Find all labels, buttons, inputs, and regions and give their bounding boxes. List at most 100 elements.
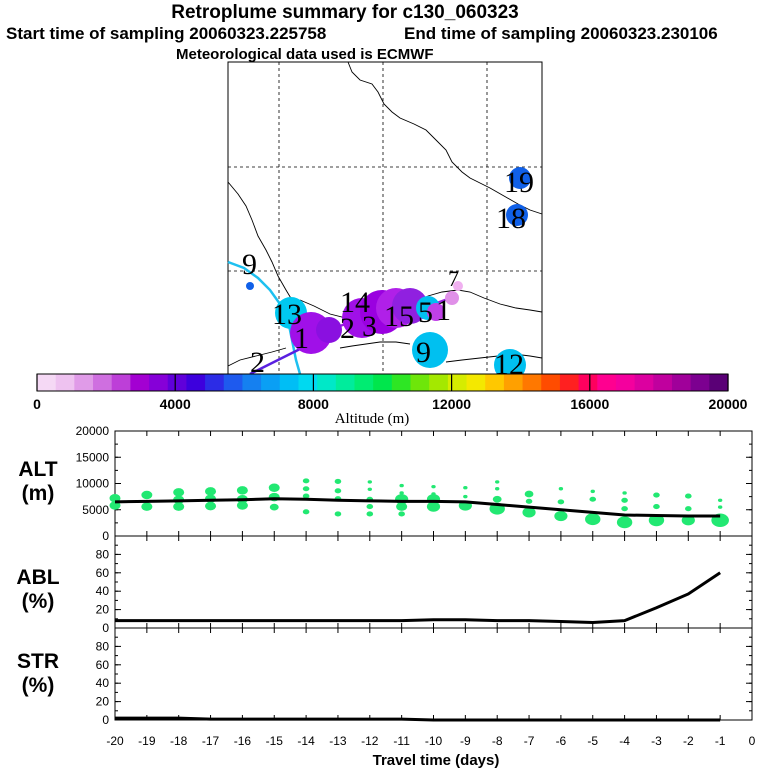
colorbar-swatch xyxy=(690,374,710,391)
alt-cluster-point xyxy=(622,491,627,495)
colorbar-swatch xyxy=(410,374,430,391)
end-time-text: End time of sampling 20060323.230106 xyxy=(404,24,718,43)
alt-cluster-point xyxy=(302,478,310,484)
track-label: 18 xyxy=(496,202,526,235)
alt-cluster-point xyxy=(589,496,597,502)
colorbar-swatch xyxy=(373,374,393,391)
colorbar-swatch xyxy=(597,374,617,391)
colorbar-swatch xyxy=(485,374,505,391)
alt-cluster-point xyxy=(141,502,153,511)
x-tick-label: -7 xyxy=(524,734,535,748)
x-tick-label: -9 xyxy=(460,734,471,748)
x-tick-label: -15 xyxy=(266,734,284,748)
x-tick-label: -16 xyxy=(234,734,252,748)
alt-cluster-point xyxy=(685,506,692,512)
abl-line xyxy=(115,571,721,624)
y-tick-label: 80 xyxy=(96,547,110,561)
alt-cluster-point xyxy=(399,483,404,488)
colorbar-swatch xyxy=(167,374,188,391)
alt-panel-label: ALT (m) xyxy=(18,458,58,505)
alt-cluster-point xyxy=(109,493,121,503)
alt-cluster-point xyxy=(495,480,500,484)
alt-cluster-point xyxy=(653,492,660,498)
y-tick-label: 0 xyxy=(102,713,109,727)
track-label: 19 xyxy=(504,166,534,199)
colorbar-tick-label: 8000 xyxy=(298,396,329,412)
alt-cluster-point xyxy=(334,488,342,494)
y-tick-label: 15000 xyxy=(76,450,110,464)
colorbar-swatch xyxy=(559,374,580,391)
colorbar-swatch xyxy=(522,374,542,391)
plot-ticks: 0 5000 10000 15000 20000 0 20 40 60 80 0 20 40 60 80 -2… xyxy=(76,424,756,748)
alt-cluster-point xyxy=(269,503,279,511)
y-tick-label: 20 xyxy=(96,695,110,709)
y-tick-label: 40 xyxy=(96,676,110,690)
alt-cluster-point xyxy=(492,495,502,503)
alt-cluster-point xyxy=(302,493,310,499)
alt-cluster-point xyxy=(717,505,723,509)
colorbar-swatch xyxy=(55,374,75,391)
colorbar-swatch xyxy=(37,374,57,391)
x-tick-label: -8 xyxy=(492,734,503,748)
alt-cluster-point xyxy=(463,486,468,490)
plot-marks xyxy=(109,478,729,722)
y-tick-label: 5000 xyxy=(82,503,109,517)
alt-cluster-point xyxy=(717,498,723,502)
colorbar-swatch xyxy=(279,374,300,391)
alt-cluster-point xyxy=(648,514,665,527)
track-label: 2 xyxy=(250,346,265,379)
colorbar-swatch xyxy=(709,374,729,391)
colorbar-swatch xyxy=(541,374,561,391)
colorbar-swatch xyxy=(653,374,673,391)
x-tick-label: -12 xyxy=(361,734,379,748)
track-label: 1 xyxy=(294,322,309,355)
colorbar-swatch xyxy=(242,374,262,391)
alt-cluster-point xyxy=(173,488,185,497)
colorbar-tick-label: 12000 xyxy=(432,396,471,412)
colorbar-swatch xyxy=(223,374,244,391)
alt-cluster-point xyxy=(205,487,217,496)
colorbar-tick-label: 4000 xyxy=(160,396,191,412)
alt-cluster-point xyxy=(524,490,534,498)
colorbar-label: Altitude (m) xyxy=(335,411,410,427)
x-tick-label: -20 xyxy=(106,734,124,748)
colorbar-swatch xyxy=(261,374,281,391)
y-tick-label: 80 xyxy=(96,639,110,653)
x-axis-title: Travel time (days) xyxy=(373,752,500,768)
alt-cluster-point xyxy=(109,501,121,510)
alt-cluster-point xyxy=(525,498,533,504)
colorbar-swatch xyxy=(634,374,654,391)
x-tick-label: -5 xyxy=(587,734,598,748)
alt-cluster-point xyxy=(367,480,372,484)
alt-cluster-point xyxy=(585,513,601,526)
track-label: 9 xyxy=(242,248,257,281)
alt-cluster-point xyxy=(621,506,628,512)
track-label: 1 xyxy=(436,294,451,327)
colorbar-swatch xyxy=(335,374,356,391)
colorbar-swatch xyxy=(391,374,412,391)
x-tick-label: -11 xyxy=(393,734,410,748)
panel-frame xyxy=(114,627,753,721)
y-tick-label: 0 xyxy=(102,621,109,635)
colorbar-ticks: 0 4000 8000 12000 16000 20000 xyxy=(33,374,748,412)
alt-cluster-point xyxy=(616,516,633,529)
alt-cluster-point xyxy=(302,486,310,492)
x-tick-label: -2 xyxy=(683,734,694,748)
met-data-text: Meteorological data used is ECMWF xyxy=(176,46,434,63)
alt-cluster-point xyxy=(205,501,217,511)
colorbar-swatch xyxy=(429,374,449,391)
x-tick-label: -17 xyxy=(202,734,220,748)
alt-cluster-point xyxy=(236,486,248,495)
colorbar-tick-label: 20000 xyxy=(709,396,748,412)
track-labels: 9 13 1 2 3 14 15 5 1 7 19 18 9 12 2 xyxy=(242,166,534,381)
y-tick-label: 10000 xyxy=(76,477,110,491)
colorbar-swatch xyxy=(149,374,169,391)
colorbar-swatch xyxy=(93,374,113,391)
y-tick-label: 60 xyxy=(96,566,110,580)
track-label: 9 xyxy=(416,336,431,369)
alt-cluster-point xyxy=(590,489,595,494)
x-tick-label: -6 xyxy=(556,734,567,748)
alt-cluster-point xyxy=(334,511,342,517)
alt-cluster-point xyxy=(236,501,248,510)
